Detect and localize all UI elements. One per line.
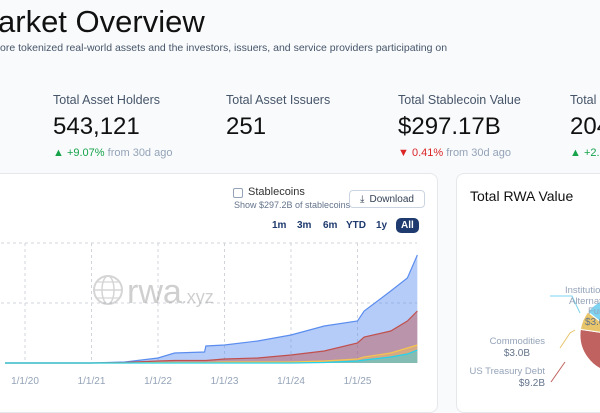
x-tick-label: 1/1/22 — [144, 376, 172, 387]
pie-slice[interactable] — [580, 329, 600, 372]
chart-svg: rwa.xyz 1/1/20 1/1/21 1/1/22 1/1/23 1/1/24 1/… — [0, 0, 600, 400]
x-tick-label: 1/1/24 — [277, 376, 305, 387]
pie-value-treasury: $9.2B — [519, 378, 545, 389]
pie-label-institutional-1: Institution — [565, 285, 600, 296]
pie-label-commodities: Commodities — [490, 336, 546, 347]
watermark-logo: rwa.xyz — [94, 273, 214, 311]
x-tick-label: 1/1/20 — [11, 376, 39, 387]
x-tick-label: 1/1/23 — [211, 376, 239, 387]
svg-text:rwa.xyz: rwa.xyz — [127, 273, 214, 311]
pie-value-institutional: $3.0 — [585, 317, 600, 328]
x-tick-label: 1/1/21 — [78, 376, 106, 387]
pie-value-commodities: $3.0B — [504, 348, 530, 359]
pie-label-institutional-3: Fun — [588, 306, 600, 317]
pie-title: Total RWA Value — [470, 188, 573, 204]
x-tick-label: 1/1/25 — [344, 376, 372, 387]
pie-label-treasury: US Treasury Debt — [470, 366, 546, 377]
